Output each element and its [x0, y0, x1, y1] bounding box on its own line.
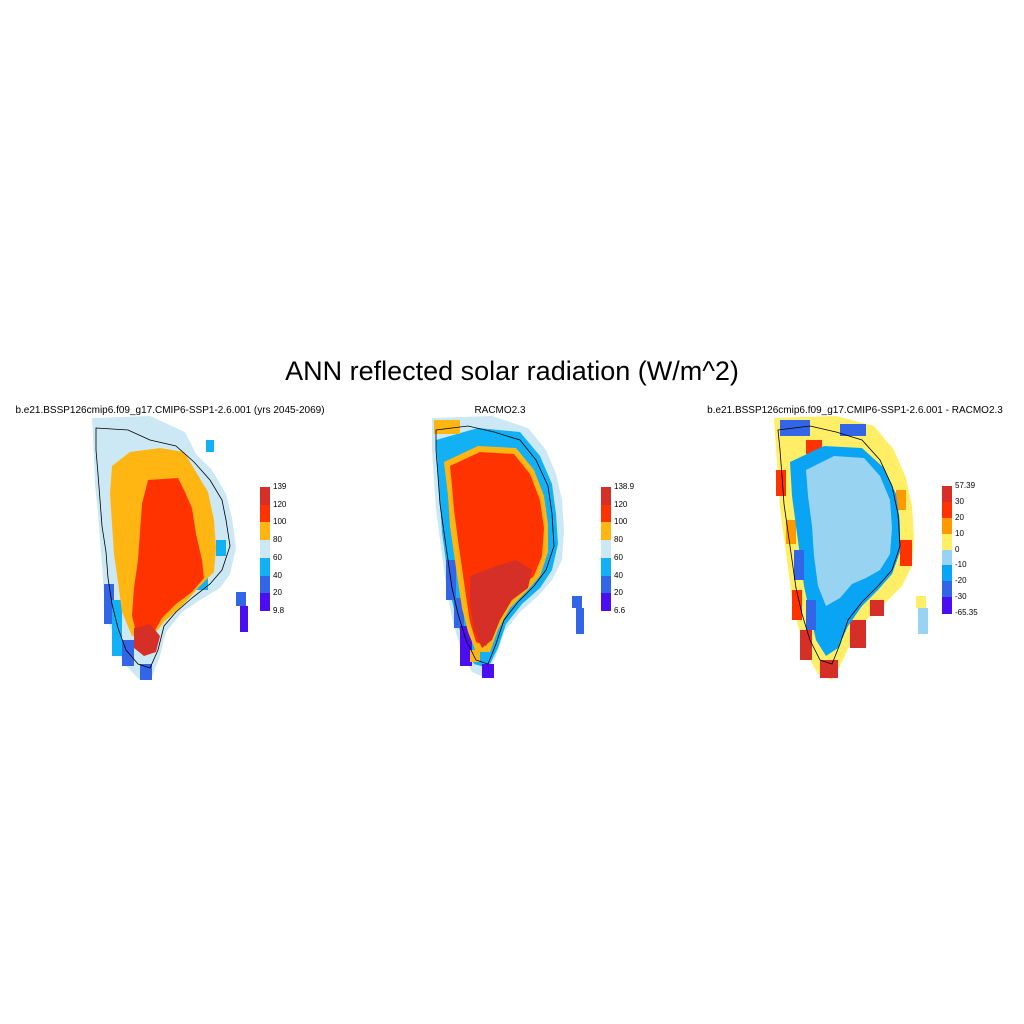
colorbar-label: -10 — [955, 560, 967, 570]
panel-3-colorbar: 57.39 30 20 10 0 -10 -20 -30 -65.35 — [942, 481, 978, 617]
panel-3-title: b.e21.BSSP126cmip6.f09_g17.CMIP6-SSP1-2.… — [707, 405, 1003, 416]
panel-1-coast-patch — [104, 584, 114, 624]
panel-1-title: b.e21.BSSP126cmip6.f09_g17.CMIP6-SSP1-2.… — [15, 405, 325, 416]
panel-3-coastline — [777, 425, 901, 665]
panel-2-coast-patch — [454, 598, 464, 628]
colorbar-segment — [942, 549, 952, 566]
colorbar-label: 120 — [273, 499, 287, 509]
panel-3-coast-patch — [806, 600, 816, 630]
colorbar-label: 60 — [273, 552, 282, 562]
colorbar-label: -20 — [955, 576, 967, 586]
colorbar-segment — [601, 522, 611, 541]
panel-1-coast-patch — [216, 540, 226, 556]
colorbar-label: 30 — [955, 496, 964, 506]
figure-title: ANN reflected solar radiation (W/m^2) — [285, 356, 739, 386]
panel-1-coastline — [95, 427, 231, 669]
colorbar-segment — [260, 593, 270, 612]
colorbar-segment — [260, 504, 270, 523]
panel-1-map — [92, 416, 248, 680]
colorbar-label: 40 — [273, 570, 282, 580]
colorbar-segment — [260, 557, 270, 577]
colorbar-segment — [260, 575, 270, 594]
colorbar-label: 20 — [614, 588, 623, 598]
panel-1-coast-patch — [112, 600, 122, 656]
colorbar-label: 139 — [273, 482, 287, 491]
panel-3-coast-patch — [794, 550, 804, 580]
colorbar-label: 10 — [955, 528, 964, 538]
panel-3-coast-patch — [776, 470, 786, 496]
panel-1-island — [240, 606, 248, 632]
colorbar-segment — [260, 487, 270, 506]
panel-2-zone-139 — [470, 560, 532, 648]
panel-3-island — [916, 596, 926, 608]
panel-2-colorbar: 138.9 120 100 80 60 40 20 6.6 — [601, 482, 634, 615]
panel-2-coast-patch — [434, 420, 460, 434]
colorbar-label: 20 — [955, 512, 964, 522]
colorbar-segment — [942, 597, 952, 614]
colorbar-segment — [942, 533, 952, 550]
colorbar-segment — [601, 557, 611, 577]
panel-2-island — [576, 608, 584, 634]
panel-3-coast-patch — [870, 600, 884, 616]
colorbar-label: 120 — [614, 499, 628, 509]
panel-2-coast-patch — [470, 650, 480, 662]
colorbar-label: 100 — [614, 517, 628, 527]
panel-1-zone-120 — [132, 478, 204, 640]
panel-2-coast-patch — [482, 664, 494, 678]
colorbar-segment — [260, 522, 270, 541]
colorbar-label: 0 — [955, 544, 960, 554]
panel-2-title: RACMO2.3 — [474, 405, 526, 416]
panel-1-coast-patch — [206, 440, 214, 452]
colorbar-segment — [601, 504, 611, 523]
panel-2-coast-patch — [460, 626, 472, 666]
panel-1-island — [236, 592, 246, 606]
colorbar-segment — [601, 575, 611, 594]
panel-3-coast-patch — [850, 620, 866, 648]
panel-3-coast-patch — [786, 520, 796, 544]
panel-3-map — [774, 416, 928, 680]
colorbar-label: 6.6 — [614, 606, 626, 615]
colorbar-label: 100 — [273, 517, 287, 527]
colorbar-segment — [942, 565, 952, 582]
panel-3-coast-patch — [840, 424, 866, 436]
panel-3-coast-patch — [792, 590, 802, 620]
colorbar-label: 138.9 — [614, 482, 635, 491]
panel-1-colorbar: 139 120 100 80 60 40 20 9.8 — [260, 482, 286, 615]
panel-3-island — [918, 608, 928, 634]
panel-2-map — [432, 416, 584, 678]
colorbar-segment — [942, 486, 952, 503]
panel-3-coast-patch — [896, 490, 906, 510]
colorbar-label: 9.8 — [273, 606, 285, 615]
colorbar-segment — [942, 581, 952, 598]
colorbar-segment — [260, 540, 270, 559]
panel-3-coast-patch — [900, 540, 912, 566]
colorbar-segment — [942, 501, 952, 519]
colorbar-label: -65.35 — [955, 608, 978, 617]
colorbar-segment — [942, 517, 952, 535]
colorbar-label: -30 — [955, 592, 967, 602]
panel-2-island — [572, 596, 582, 608]
panel-3-zone-0 — [806, 456, 892, 606]
colorbar-label: 40 — [614, 570, 623, 580]
colorbar-segment — [601, 540, 611, 559]
panel-3-coast-patch — [800, 630, 812, 660]
panel-2-coastline — [435, 425, 555, 665]
colorbar-label: 80 — [614, 535, 623, 545]
colorbar-label: 20 — [273, 588, 282, 598]
colorbar-label: 80 — [273, 535, 282, 545]
colorbar-segment — [601, 487, 611, 506]
colorbar-label: 57.39 — [955, 481, 976, 490]
colorbar-label: 60 — [614, 552, 623, 562]
panel-3-coast-patch — [820, 660, 838, 678]
panel-1-zone-139 — [134, 624, 160, 656]
colorbar-segment — [601, 593, 611, 612]
